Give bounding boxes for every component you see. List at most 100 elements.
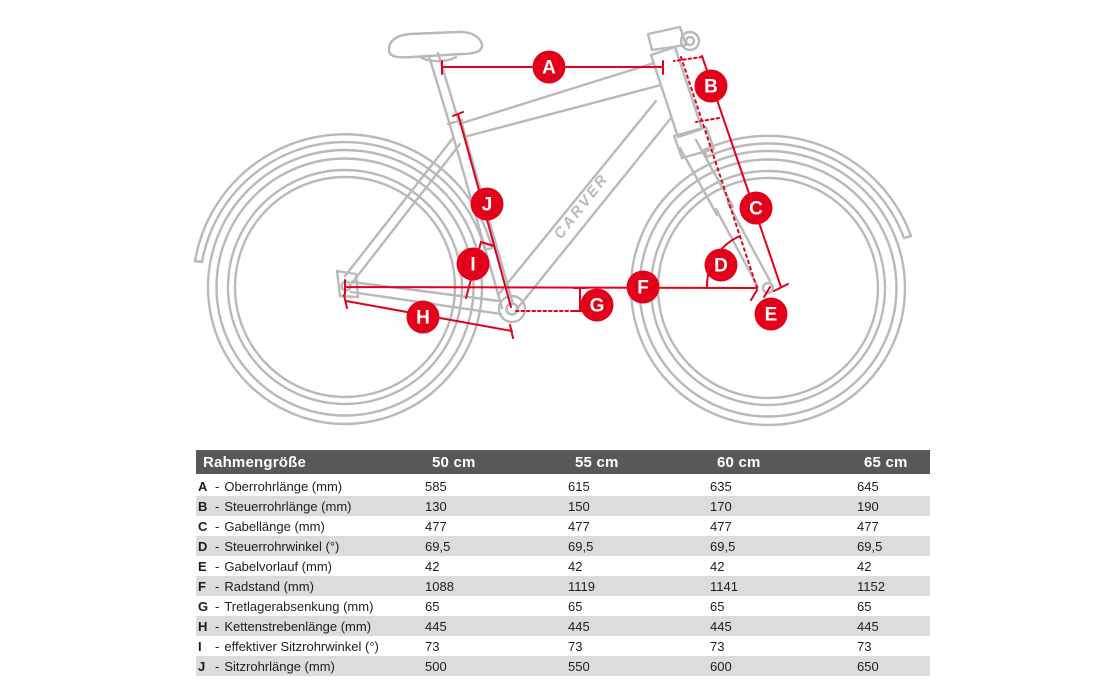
row-separator: - [215,618,220,634]
diagram-label-d: D [704,248,738,282]
row-value: 1119 [568,578,595,594]
row-value: 42 [857,558,872,574]
row-letter: A [198,478,208,494]
svg-text:H: H [416,308,430,329]
row-label: H - Kettenstrebenlänge (mm) [196,619,425,634]
row-value: 69,5 [857,538,883,554]
row-value: 1141 [710,578,738,594]
row-value: 65 [857,598,872,614]
row-value: 65 [568,598,583,614]
row-value: 65 [710,598,725,614]
row-value: 69,5 [710,538,736,554]
row-measure-name: Steuerrohrlänge (mm) [224,498,352,514]
svg-text:E: E [765,305,778,326]
row-value: 477 [568,518,590,534]
steering-axis [680,56,758,289]
row-label: E - Gabelvorlauf (mm) [196,559,425,574]
table-header-col-60cm: 60 cm [717,453,761,471]
row-separator: - [215,478,220,494]
table-row-F: F - Radstand (mm) 1088 1119 1141 1152 [196,576,930,596]
table-header-size-label: Rahmengröße [203,453,307,471]
row-measure-name: Kettenstrebenlänge (mm) [224,618,372,634]
row-measure-name: Oberrohrlänge (mm) [224,478,343,494]
diagram-label-i: I [456,247,490,281]
row-value: 615 [568,478,590,494]
svg-text:G: G [590,296,605,317]
row-value: 1152 [857,578,885,594]
row-measure-name: effektiver Sitzrohrwinkel (°) [224,638,379,654]
row-value: 73 [710,638,725,654]
svg-text:D: D [714,256,728,277]
diagram-label-g: G [580,288,614,322]
diagram-label-layer: A B C D E F G H I J [406,50,788,334]
row-value: 445 [425,618,447,634]
svg-text:A: A [542,58,556,79]
table-row-A: A - Oberrohrlänge (mm) 585 615 635 645 [196,476,930,496]
row-value: 585 [425,478,447,494]
row-value: 190 [857,498,879,514]
row-letter: D [198,538,208,554]
row-value: 445 [710,618,732,634]
row-measure-name: Radstand (mm) [224,578,314,594]
row-value: 477 [857,518,879,534]
row-measure-name: Sitzrohrlänge (mm) [224,658,335,674]
bike-outline [193,25,913,427]
fork [672,125,775,295]
row-value: 645 [857,478,879,494]
row-separator: - [215,658,220,674]
brand-logo: CARVER [551,170,613,242]
row-letter: B [198,498,208,514]
row-label: G - Tretlagerabsenkung (mm) [196,599,425,614]
row-measure-name: Tretlagerabsenkung (mm) [224,598,374,614]
row-separator: - [215,638,220,654]
row-letter: H [198,618,208,634]
row-value: 73 [857,638,872,654]
row-value: 1088 [425,578,454,594]
row-letter: J [198,658,206,674]
row-value: 130 [425,498,447,514]
bike-geometry-diagram: CARVER [193,25,913,427]
svg-text:F: F [637,278,649,299]
row-measure-name: Steuerrohrwinkel (°) [224,538,340,554]
table-row-E: E - Gabelvorlauf (mm) 42 42 42 42 [196,556,930,576]
row-letter: I [198,638,202,654]
table-row-H: H - Kettenstrebenlänge (mm) 445 445 445 445 [196,616,930,636]
diagram-label-j: J [470,187,504,221]
table-header-col-65cm: 65 cm [864,453,908,471]
row-value: 73 [568,638,583,654]
row-value: 69,5 [425,538,451,554]
measure-E [750,286,771,301]
table-row-G: G - Tretlagerabsenkung (mm) 65 65 65 65 [196,596,930,616]
row-letter: F [198,578,206,594]
svg-text:B: B [704,77,718,98]
svg-text:I: I [470,255,475,276]
row-label: D - Steuerrohrwinkel (°) [196,539,425,554]
table-header: Rahmengröße 50 cm 55 cm 60 cm 65 cm [196,450,930,474]
row-label: J - Sitzrohrlänge (mm) [196,659,425,674]
row-value: 600 [710,658,732,674]
svg-text:C: C [749,199,763,220]
row-value: 477 [425,518,447,534]
row-value: 635 [710,478,732,494]
row-value: 170 [710,498,732,514]
row-letter: E [198,558,207,574]
row-value: 477 [710,518,732,534]
diagram-label-h: H [406,300,440,334]
row-value: 42 [568,558,583,574]
svg-text:J: J [482,195,493,216]
row-separator: - [215,558,220,574]
table-header-col-55cm: 55 cm [575,453,619,471]
measure-G [515,287,590,312]
row-letter: C [198,518,208,534]
row-value: 445 [857,618,879,634]
table-row-J: J - Sitzrohrlänge (mm) 500 550 600 650 [196,656,930,676]
row-separator: - [215,518,220,534]
row-label: F - Radstand (mm) [196,579,425,594]
diagram-label-f: F [626,270,660,304]
row-separator: - [215,598,220,614]
diagram-label-e: E [754,297,788,331]
row-value: 150 [568,498,590,514]
row-value: 445 [568,618,590,634]
row-separator: - [215,578,220,594]
